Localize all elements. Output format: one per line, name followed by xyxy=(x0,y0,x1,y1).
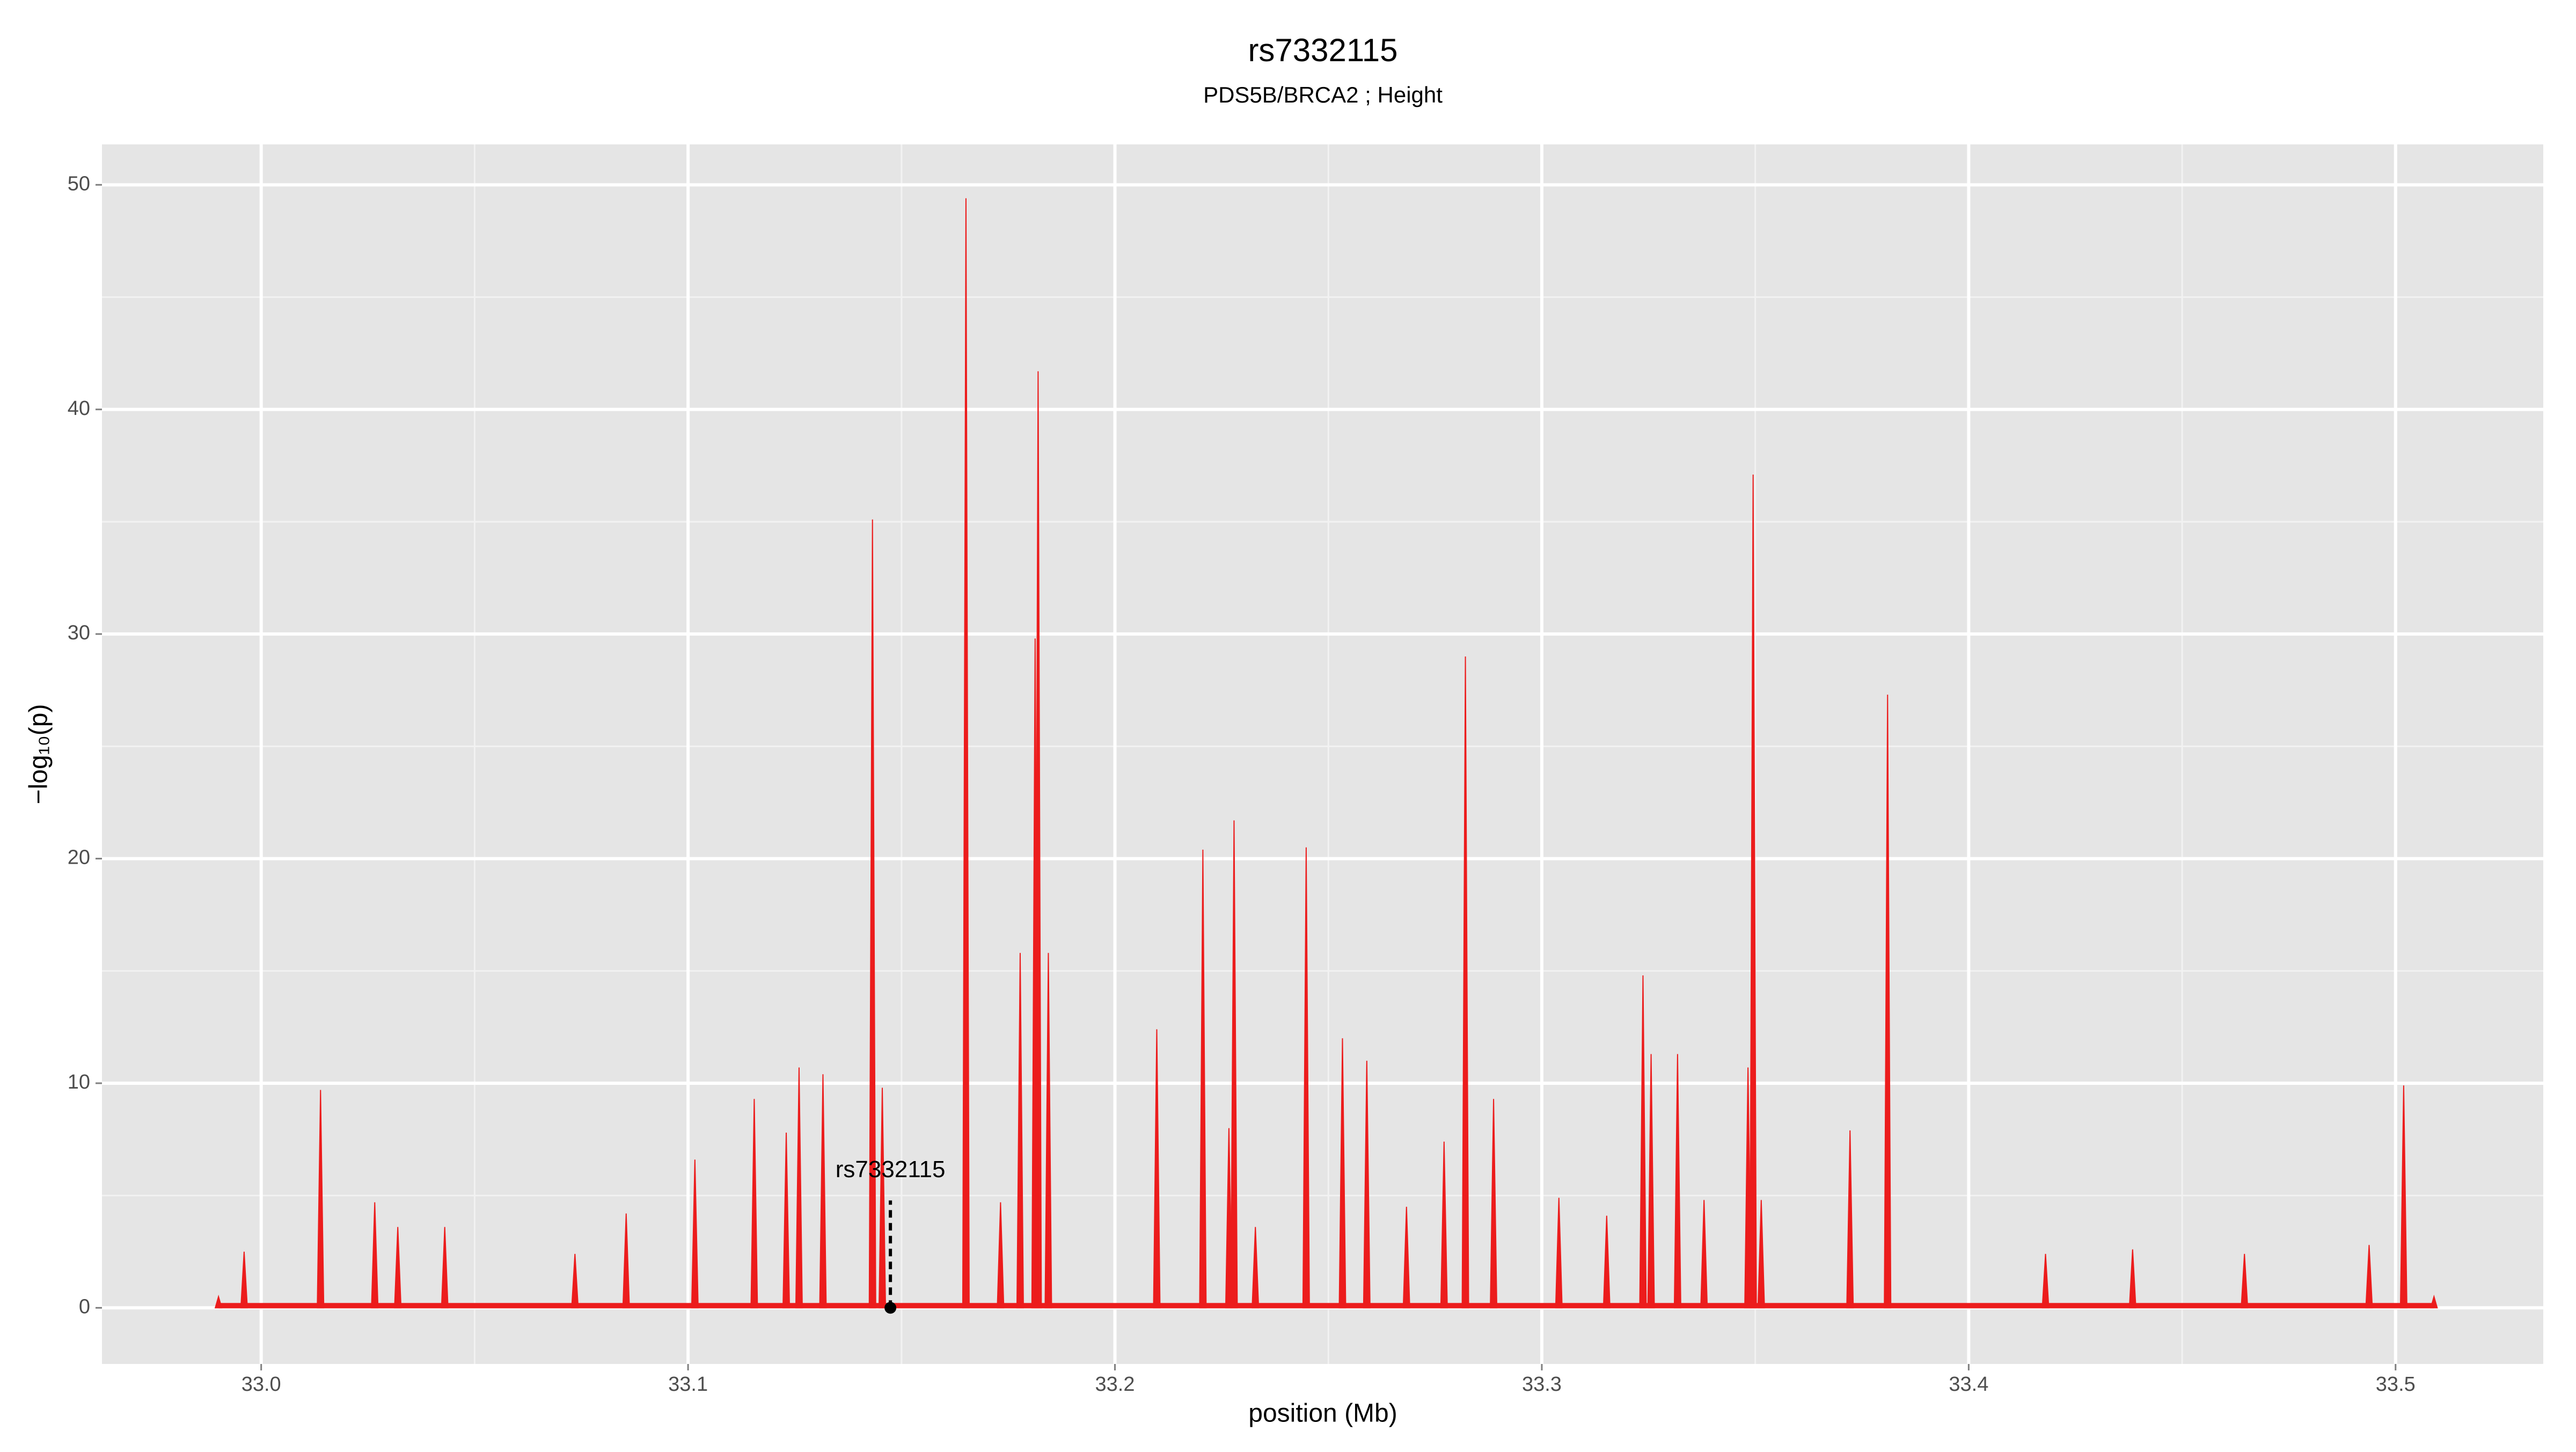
spike xyxy=(1602,1215,1611,1309)
spike xyxy=(879,1088,887,1309)
spike xyxy=(1199,849,1207,1309)
spike xyxy=(1044,953,1052,1309)
spike xyxy=(1338,1038,1346,1309)
y-tick-label: 0 xyxy=(79,1295,90,1318)
x-axis-label: position (Mb) xyxy=(1248,1399,1397,1428)
spike xyxy=(2430,1294,2438,1309)
spike xyxy=(1034,371,1042,1309)
spike xyxy=(1700,1200,1708,1309)
chart-subtitle: PDS5B/BRCA2 ; Height xyxy=(1203,82,1443,107)
spike xyxy=(1461,656,1469,1309)
spike xyxy=(1153,1029,1161,1309)
spike xyxy=(1749,475,1757,1309)
spike xyxy=(1673,1054,1681,1309)
spike xyxy=(1440,1141,1448,1309)
spike xyxy=(441,1227,449,1309)
spike xyxy=(1252,1227,1260,1309)
spike xyxy=(1639,975,1647,1309)
spike xyxy=(571,1253,579,1309)
spike xyxy=(795,1067,803,1309)
spike xyxy=(1846,1130,1854,1309)
spike xyxy=(317,1090,325,1309)
spike xyxy=(2041,1253,2050,1309)
x-tick-label: 33.1 xyxy=(668,1373,708,1396)
spike xyxy=(1884,695,1892,1309)
y-tick-label: 40 xyxy=(68,397,90,420)
panel xyxy=(102,144,2543,1364)
spike xyxy=(1490,1099,1498,1309)
spike xyxy=(2399,1085,2407,1309)
spike xyxy=(1402,1207,1410,1309)
spike xyxy=(240,1251,248,1309)
spike xyxy=(1363,1061,1371,1309)
x-tick-label: 33.2 xyxy=(1095,1373,1135,1396)
y-tick-label: 10 xyxy=(68,1071,90,1093)
spike xyxy=(1230,820,1238,1309)
x-tick-label: 33.4 xyxy=(1949,1373,1988,1396)
spike xyxy=(2241,1253,2249,1309)
x-tick-label: 33.3 xyxy=(1522,1373,1562,1396)
spike xyxy=(622,1213,630,1309)
spike xyxy=(1647,1054,1655,1309)
chart-title: rs7332115 xyxy=(1248,32,1397,68)
spike xyxy=(691,1159,699,1309)
annotation-label: rs7332115 xyxy=(836,1156,946,1183)
spike xyxy=(1225,1128,1233,1309)
spike xyxy=(750,1099,758,1309)
spike xyxy=(214,1294,223,1309)
spike xyxy=(868,519,876,1309)
y-axis-label: −log₁₀(p) xyxy=(25,704,53,805)
spike xyxy=(1016,953,1024,1309)
x-tick-label: 33.0 xyxy=(241,1373,281,1396)
spike xyxy=(782,1133,791,1309)
spike xyxy=(1555,1198,1563,1309)
annotation-point xyxy=(884,1302,897,1314)
spike xyxy=(394,1227,402,1309)
spike xyxy=(1302,847,1310,1309)
spike xyxy=(2128,1249,2136,1309)
spike xyxy=(997,1202,1005,1309)
y-tick-label: 50 xyxy=(68,172,90,195)
spike xyxy=(2365,1245,2373,1309)
spike xyxy=(371,1202,379,1309)
spike xyxy=(962,198,970,1309)
spike xyxy=(819,1074,827,1309)
spike xyxy=(1757,1200,1765,1309)
y-tick-label: 20 xyxy=(68,847,90,869)
y-tick-label: 30 xyxy=(68,622,90,644)
x-tick-label: 33.5 xyxy=(2376,1373,2416,1396)
